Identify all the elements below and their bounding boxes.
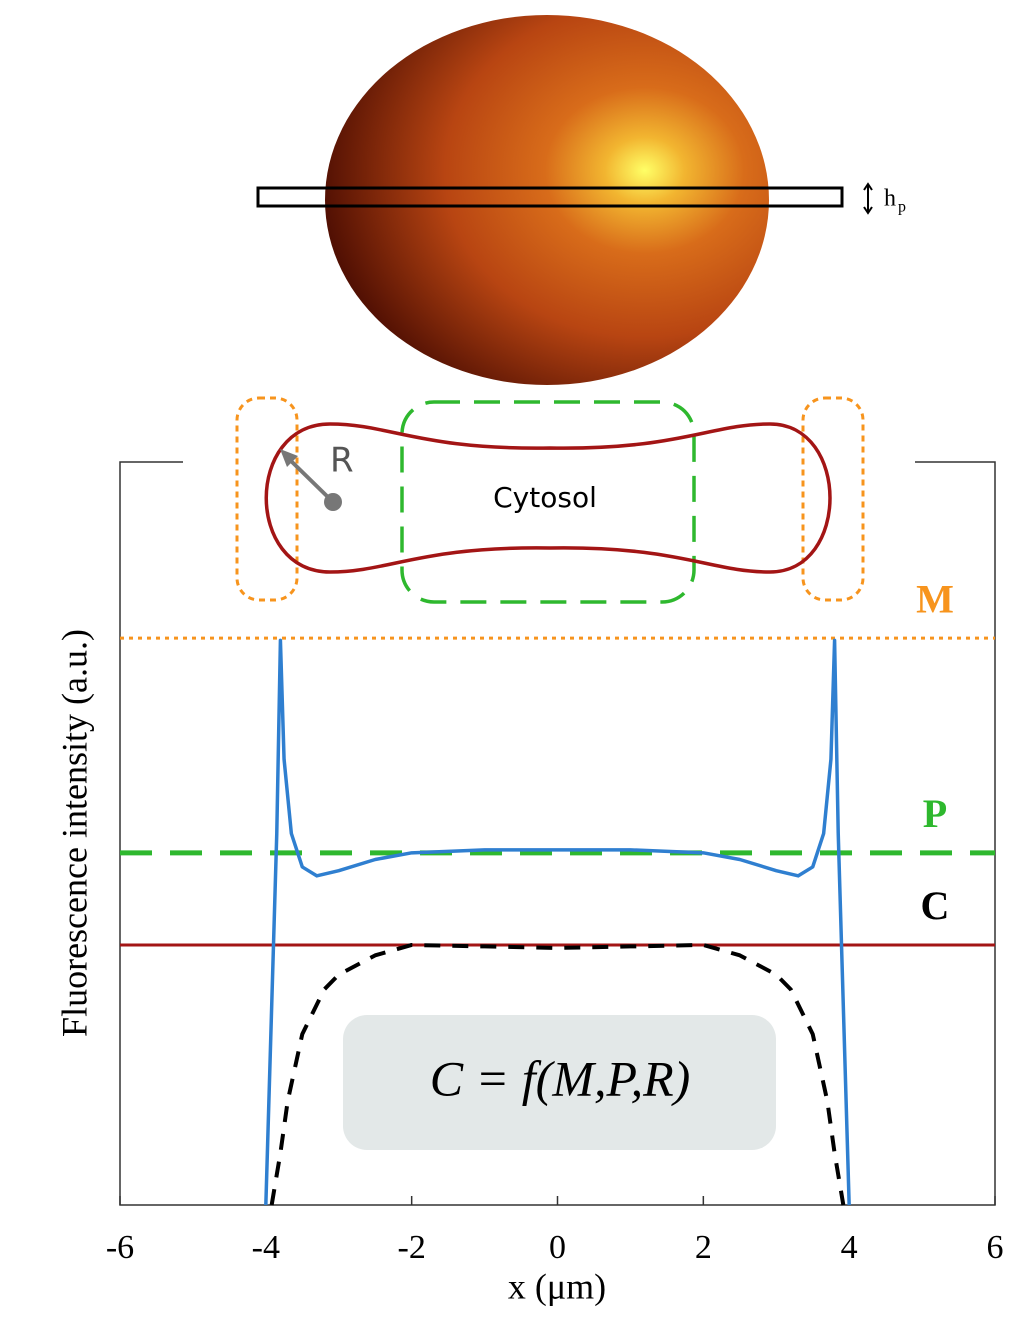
x-tick-label: 6 (987, 1229, 1004, 1266)
x-tick-label: -2 (398, 1229, 426, 1266)
x-tick-label: 2 (695, 1229, 712, 1266)
figure: h p R Cytosol -6 -4 -2 0 2 4 6 M P C C = f(M,P,R)… (0, 0, 1030, 1312)
cytosol-label: Cytosol (493, 481, 597, 514)
center-dot (324, 493, 342, 511)
level-label: M (916, 576, 954, 621)
r-label: R (330, 441, 354, 481)
x-tick-label: -6 (106, 1229, 134, 1266)
x-axis-label: x (μm) (508, 1266, 606, 1306)
y-axis-label: Fluorescence intensity (a.u.) (54, 629, 94, 1037)
h-sub: p (898, 199, 906, 216)
page: h p R Cytosol -6 -4 -2 0 2 4 6 M P C C = f(M,P,R)… (0, 0, 1030, 1317)
level-label: C (921, 883, 950, 928)
cell-render (325, 15, 769, 385)
x-tick-label: -4 (252, 1229, 280, 1266)
level-label: P (923, 791, 947, 836)
formula: C = f(M,P,R) (430, 1050, 691, 1106)
x-tick-label: 0 (549, 1229, 566, 1266)
arrow (864, 184, 872, 213)
plot: -6 -4 -2 0 2 4 6 M P C (106, 576, 1004, 1266)
x-tick-label: 4 (841, 1229, 858, 1266)
h-label: h (884, 186, 896, 212)
membrane-box (803, 398, 863, 600)
